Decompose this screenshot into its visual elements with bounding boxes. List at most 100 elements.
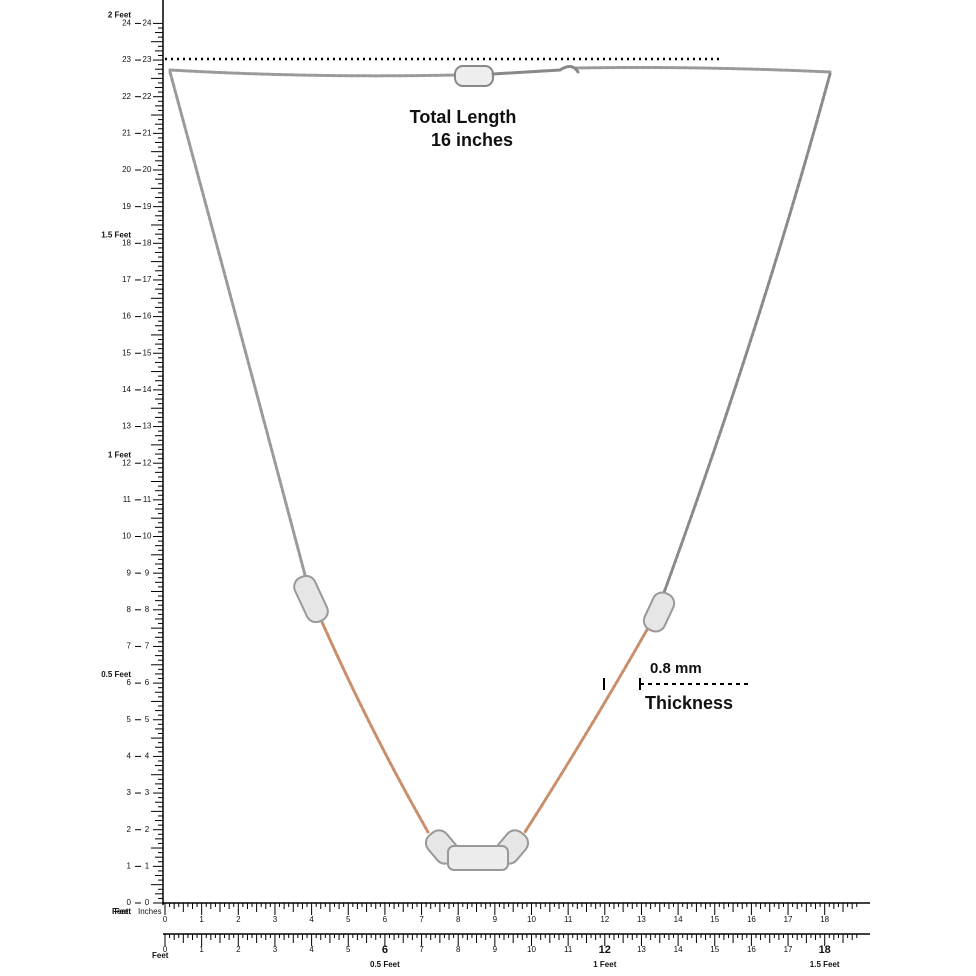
ruler-label: 0 <box>163 945 168 954</box>
ruler-label: 15 <box>710 915 719 924</box>
ruler-label: 3 <box>145 788 150 797</box>
ruler-label: 10 <box>143 532 152 541</box>
rose-chain-left <box>320 620 430 834</box>
ruler-label: 14 <box>122 385 131 394</box>
ruler-label: 24 <box>143 19 152 28</box>
ruler-label: 19 <box>122 202 131 211</box>
ruler-label: 6 <box>145 678 150 687</box>
ruler-label: 3 <box>127 788 132 797</box>
chain-top-right <box>573 66 832 74</box>
thickness-value: 0.8 mm <box>650 660 702 677</box>
ruler-label: 13 <box>637 915 646 924</box>
ruler-label: 14 <box>143 385 152 394</box>
ruler-label: 18 <box>122 238 131 247</box>
ruler-label: 10 <box>527 945 536 954</box>
ruler-label: 11 <box>143 495 152 504</box>
ruler-label: 9 <box>145 568 150 577</box>
ruler-label: 11 <box>564 915 573 924</box>
chain-left <box>168 70 307 577</box>
feet-label: 1.5 Feet <box>101 230 131 239</box>
ruler-label: 23 <box>143 55 152 64</box>
ruler-label: 9 <box>493 915 498 924</box>
feet-label: 0.5 Feet <box>370 960 400 969</box>
ruler-label: 18 <box>820 915 829 924</box>
ruler-label: 6 <box>382 944 388 956</box>
ruler-label: 8 <box>456 945 461 954</box>
ruler-label: 6 <box>127 678 132 687</box>
ruler-label: 5 <box>127 715 132 724</box>
ruler-label: 11 <box>123 495 132 504</box>
ruler-label: 20 <box>122 165 131 174</box>
bar-pendant <box>447 845 509 871</box>
ruler-label: 16 <box>122 312 131 321</box>
ruler-label: 16 <box>747 945 756 954</box>
ruler-label: 0 <box>163 915 168 924</box>
necklace <box>168 65 832 871</box>
total-length-title: Total Length <box>410 107 517 127</box>
ruler-label: 9 <box>493 945 498 954</box>
ruler-label: 0 <box>127 898 132 907</box>
feet-label: Feet <box>115 907 132 916</box>
ruler-label: 0 <box>145 898 150 907</box>
ruler-label: 22 <box>122 92 131 101</box>
ruler-label: 24 <box>122 19 131 28</box>
rose-chain-right <box>523 626 650 834</box>
ruler-label: 20 <box>143 165 152 174</box>
rulers: 0123456789101112131415161718192021222324… <box>101 0 870 969</box>
ruler-label: 4 <box>127 752 132 761</box>
ruler-label: 3 <box>273 915 278 924</box>
chain-right <box>660 72 832 600</box>
ruler-label: 10 <box>527 915 536 924</box>
ruler-label: 2 <box>145 825 150 834</box>
ruler-label: 14 <box>674 945 683 954</box>
ruler-label: 17 <box>784 945 793 954</box>
ruler-label: 15 <box>143 348 152 357</box>
ruler-label: 21 <box>122 128 131 137</box>
ruler-label: 9 <box>127 568 132 577</box>
ruler-label: 12 <box>600 915 609 924</box>
ruler-label: 18 <box>143 238 152 247</box>
ruler-label: 1 <box>199 945 204 954</box>
ruler-label: 13 <box>143 422 152 431</box>
ruler-label: 2 <box>127 825 132 834</box>
ruler-label: 5 <box>145 715 150 724</box>
feet-label: 0.5 Feet <box>101 670 131 679</box>
ruler-label: 17 <box>784 915 793 924</box>
ruler-label: 1 <box>127 861 132 870</box>
ruler-label: 12 <box>599 944 611 956</box>
ruler-label: 4 <box>309 915 314 924</box>
ruler-label: 21 <box>143 128 152 137</box>
ruler-label: 4 <box>145 752 150 761</box>
ruler-label: 12 <box>143 458 152 467</box>
link-left <box>293 574 329 624</box>
ruler-label: 13 <box>637 945 646 954</box>
ruler-label: 7 <box>419 915 424 924</box>
ruler-label: 23 <box>122 55 131 64</box>
ruler-label: 8 <box>456 915 461 924</box>
feet-label: 1 Feet <box>593 960 616 969</box>
ruler-label: 7 <box>145 642 150 651</box>
ruler-label: 15 <box>710 945 719 954</box>
ruler-label: 10 <box>122 532 131 541</box>
ruler-label: 5 <box>346 915 351 924</box>
feet-label: Feet <box>112 907 129 916</box>
feet-label: 1.5 Feet <box>810 960 840 969</box>
ruler-label: 15 <box>122 348 131 357</box>
ruler-label: 7 <box>127 642 132 651</box>
ruler-label: 7 <box>419 945 424 954</box>
ruler-label: 8 <box>127 605 132 614</box>
feet-label: Feet <box>152 951 169 960</box>
chain-top-left <box>168 68 457 78</box>
ruler-label: 5 <box>346 945 351 954</box>
ruler-label: 16 <box>143 312 152 321</box>
feet-label: 2 Feet <box>108 11 131 20</box>
ruler-label: 19 <box>143 202 152 211</box>
ruler-label: 4 <box>309 945 314 954</box>
clasp-hook <box>491 65 580 76</box>
ruler-label: 17 <box>122 275 131 284</box>
ruler-label: 1 <box>145 861 150 870</box>
ruler-label: 12 <box>122 458 131 467</box>
ruler-label: 1 <box>199 915 204 924</box>
